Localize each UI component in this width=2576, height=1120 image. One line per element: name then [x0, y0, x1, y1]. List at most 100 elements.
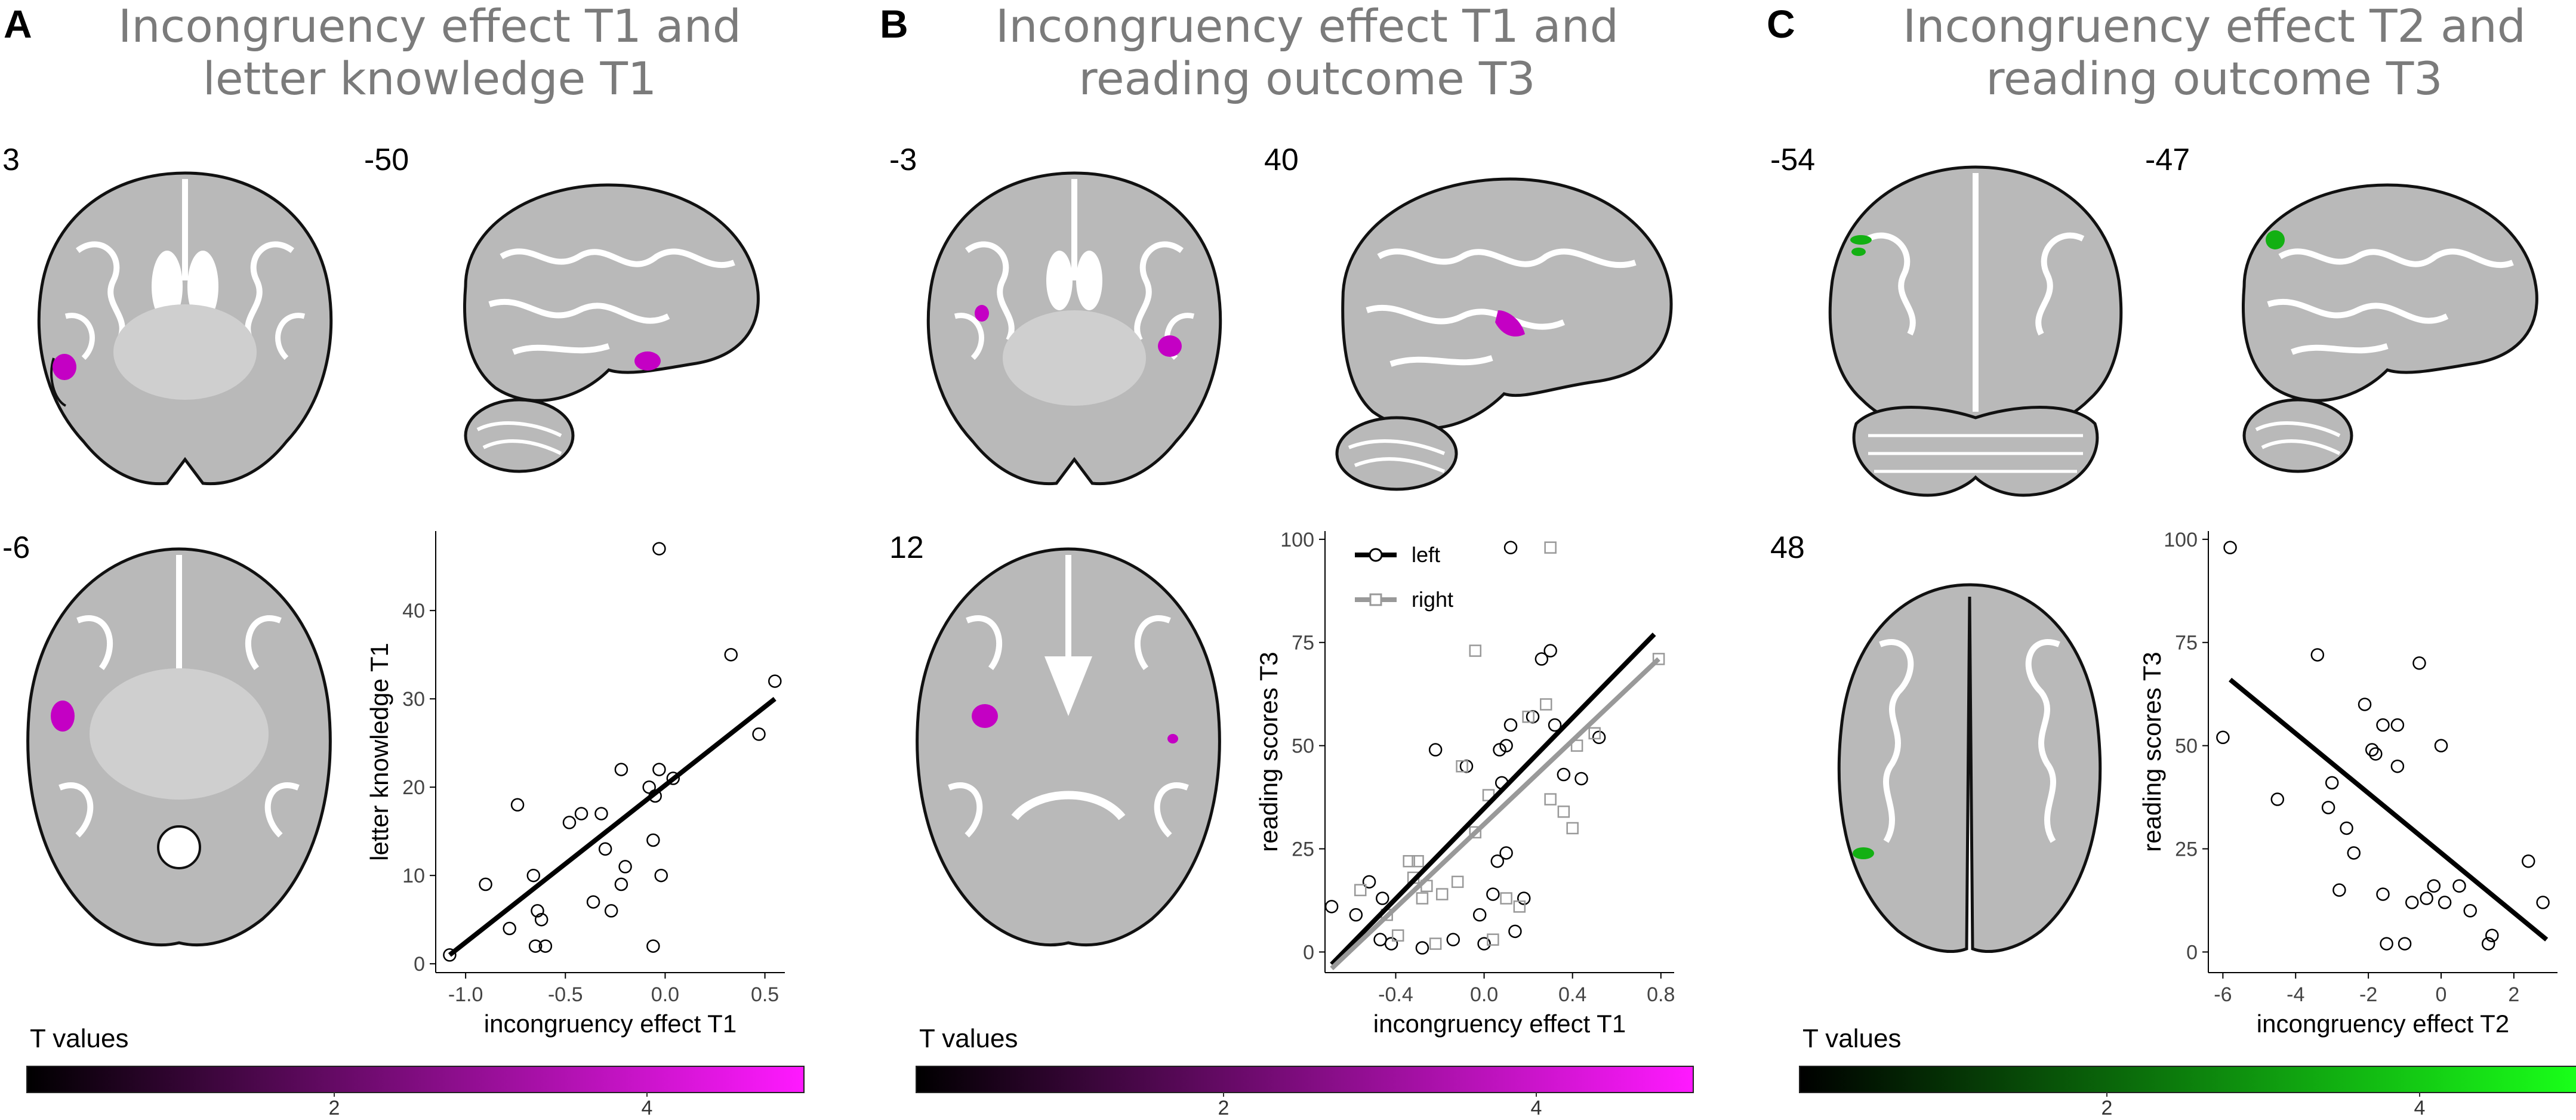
data-point-circle: [618, 860, 632, 874]
y-tick-label: 30: [402, 688, 425, 711]
data-point-square: [1557, 806, 1570, 818]
data-point-circle: [1526, 709, 1540, 724]
data-point-circle: [614, 763, 628, 776]
colorbar-c-tick-4: 4: [2414, 1097, 2426, 1119]
data-point-circle: [654, 868, 668, 883]
y-tick-label: 10: [402, 865, 425, 887]
panel-b-title: Incongruency effect T1 and reading outco…: [979, 0, 1635, 105]
data-point-circle: [1574, 772, 1588, 786]
data-point-circle: [1557, 767, 1571, 782]
colorbar-a-label: T values: [30, 1024, 129, 1053]
data-point-circle: [652, 542, 666, 556]
x-tick-label: 0.0: [651, 983, 679, 1006]
data-point-square: [1487, 933, 1499, 946]
y-tick-label: 0: [414, 953, 425, 976]
y-axis-title: letter knowledge T1: [365, 643, 393, 861]
data-point-circle: [528, 939, 543, 953]
data-point-circle: [1376, 891, 1389, 905]
data-point-square: [1391, 929, 1404, 942]
data-point-square: [1354, 884, 1367, 896]
x-axis-title: incongruency effect T2: [2257, 1010, 2509, 1038]
data-point-square: [1544, 793, 1557, 806]
x-tick-label: 0.4: [1558, 983, 1586, 1006]
y-tick-label: 40: [402, 600, 425, 622]
data-point-square: [1588, 727, 1601, 740]
data-point-circle: [1508, 924, 1522, 939]
data-point-circle: [1490, 854, 1505, 868]
colorbar-b-tickmark-2: [1223, 1092, 1224, 1097]
panel-a-title-line2: letter knowledge T1: [202, 52, 657, 105]
regression-line: [1330, 632, 1656, 966]
data-point-circle: [768, 674, 782, 688]
data-point-circle: [2223, 541, 2237, 554]
slice-number-coronal: -54: [1770, 143, 1816, 177]
colorbar-a-tick-2: 2: [328, 1097, 340, 1119]
slice-number-sagittal: 40: [1264, 143, 1299, 177]
data-point-square: [1652, 653, 1665, 665]
legend-marker-circle: [1369, 548, 1383, 562]
data-point-circle: [2376, 718, 2390, 732]
y-tick-label: 100: [2164, 529, 2198, 551]
panel-a-title: Incongruency effect T1 and letter knowle…: [101, 0, 758, 105]
colorbar-c-tickmark-4: [2419, 1092, 2420, 1097]
data-point-circle: [574, 807, 588, 820]
legend-label: right: [1412, 587, 1453, 612]
data-point-circle: [1499, 846, 1513, 860]
data-point-circle: [562, 816, 577, 829]
data-point-circle: [538, 939, 553, 953]
data-point-square: [1456, 760, 1468, 773]
colorbar-c-label: T values: [1802, 1024, 1902, 1053]
data-point-circle: [1503, 541, 1518, 554]
data-point-circle: [2434, 739, 2448, 752]
y-tick-label: 100: [1280, 529, 1314, 551]
slice-number-axial: 12: [889, 530, 924, 565]
data-point-circle: [2536, 896, 2550, 909]
data-point-circle: [2270, 792, 2285, 806]
data-point-circle: [1472, 908, 1487, 922]
coronal-brain-slice: [1828, 165, 2123, 497]
colorbar-b-label: T values: [919, 1024, 1018, 1053]
data-point-circle: [510, 798, 525, 812]
slice-number-sagittal: -50: [364, 143, 409, 177]
data-point-circle: [2365, 743, 2379, 757]
data-point-circle: [526, 868, 541, 883]
data-point-circle: [2390, 718, 2405, 732]
data-point-circle: [531, 904, 544, 918]
data-point-circle: [1384, 937, 1398, 951]
data-point-circle: [2452, 879, 2466, 893]
data-point-circle: [2216, 730, 2230, 745]
panel-c-title: Incongruency effect T2 and reading outco…: [1886, 0, 2543, 105]
x-axis-title: incongruency effect T1: [484, 1010, 737, 1038]
panel-letter-a: A: [4, 2, 32, 46]
x-tick-label: -0.4: [1378, 983, 1413, 1006]
data-point-circle: [1477, 937, 1491, 951]
data-point-circle: [443, 948, 457, 962]
y-tick-label: 75: [2175, 632, 2198, 655]
colorbar-c-tickmark-2: [2106, 1092, 2107, 1097]
colorbar-a-tickmark-4: [646, 1092, 648, 1097]
data-point-circle: [1486, 887, 1500, 901]
x-tick-label: -4: [2287, 983, 2304, 1006]
y-axis-title: reading scores T3: [1255, 652, 1283, 851]
data-point-circle: [1548, 718, 1562, 732]
slice-number-axial: -6: [2, 530, 30, 565]
y-tick-label: 50: [2175, 735, 2198, 758]
colorbar-b-tick-2: 2: [1218, 1097, 1230, 1119]
data-point-circle: [594, 807, 608, 820]
data-point-circle: [2398, 937, 2412, 951]
x-tick-label: 0.8: [1647, 983, 1675, 1006]
x-tick-label: -1.0: [448, 983, 483, 1006]
data-point-circle: [2376, 887, 2390, 901]
data-point-circle: [2310, 648, 2325, 662]
x-tick-label: 0.5: [751, 983, 779, 1006]
sagittal-brain-slice: [1335, 177, 1673, 491]
data-point-square: [1435, 888, 1449, 900]
slice-number-axial: 48: [1770, 530, 1805, 565]
data-point-circle: [2380, 937, 2393, 951]
y-axis-title: reading scores T3: [2138, 652, 2166, 851]
data-point-circle: [646, 939, 660, 953]
data-point-circle: [1517, 891, 1531, 905]
colorbar-b: [916, 1066, 1694, 1093]
data-point-circle: [2347, 846, 2361, 860]
data-point-circle: [2321, 801, 2335, 814]
